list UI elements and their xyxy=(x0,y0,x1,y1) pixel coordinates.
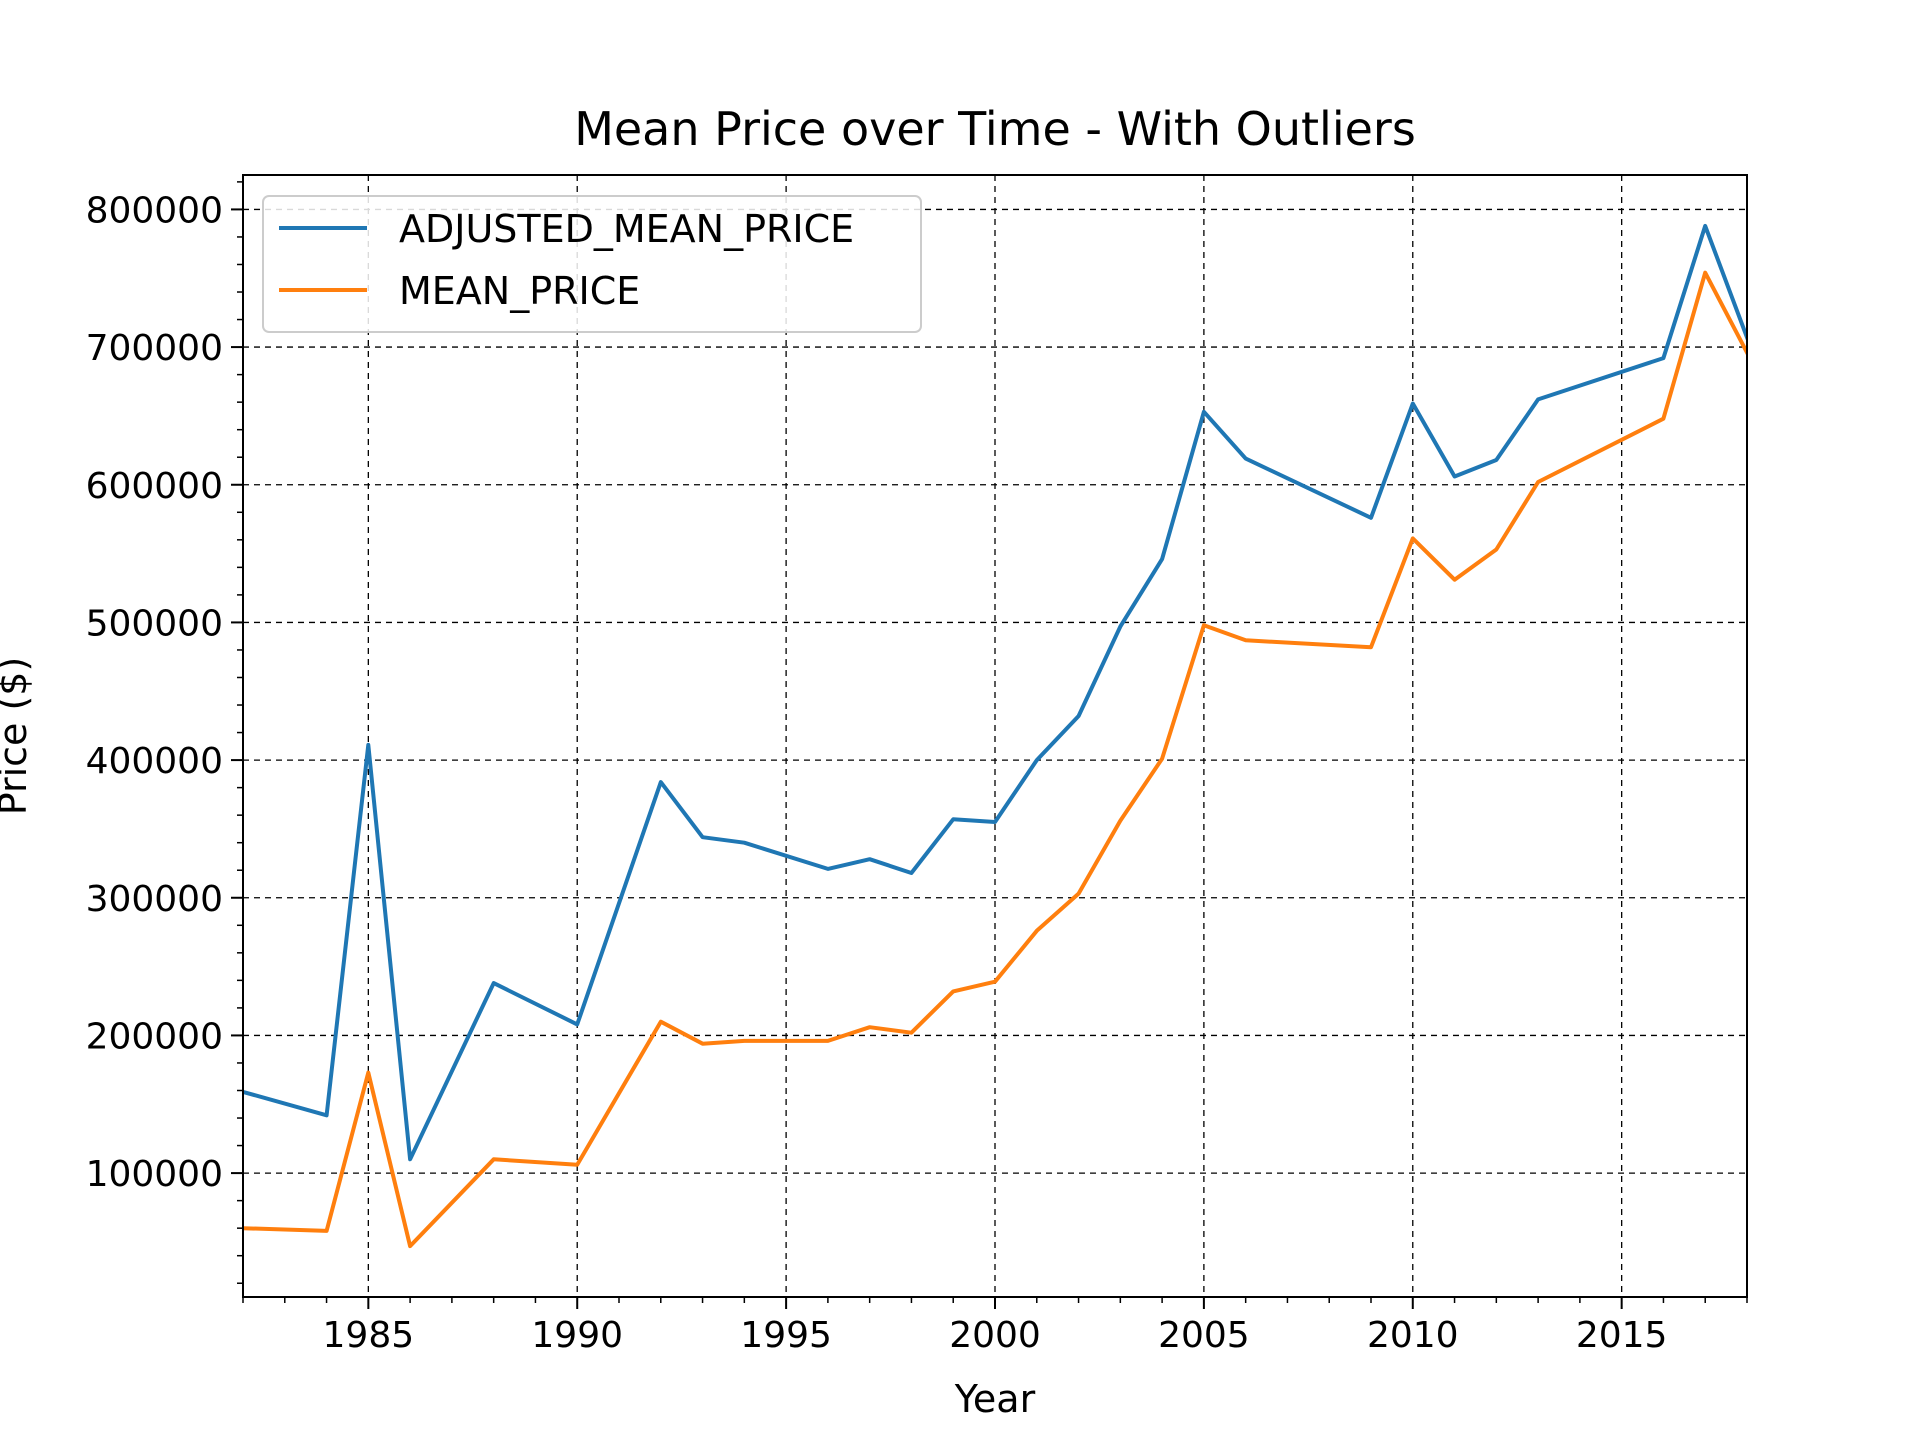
y-tick-label: 300000 xyxy=(86,879,223,920)
series-line-mean-price xyxy=(243,270,1747,1249)
legend: ADJUSTED_MEAN_PRICE MEAN_PRICE xyxy=(262,195,922,333)
x-tick-label: 1985 xyxy=(323,1315,415,1356)
x-tick-label: 2005 xyxy=(1158,1315,1250,1356)
legend-label: MEAN_PRICE xyxy=(399,269,640,313)
x-tick-label: 2015 xyxy=(1576,1315,1668,1356)
grid xyxy=(243,175,1747,1297)
y-tick-label: 100000 xyxy=(86,1154,223,1195)
legend-label: ADJUSTED_MEAN_PRICE xyxy=(399,207,854,251)
x-axis-label: Year xyxy=(954,1377,1036,1421)
series-lines xyxy=(243,223,1747,1249)
x-tick-label: 1995 xyxy=(740,1315,832,1356)
y-tick-label: 400000 xyxy=(86,741,223,782)
y-tick-label: 200000 xyxy=(86,1016,223,1057)
y-tick-label: 700000 xyxy=(86,328,223,369)
axis-ticks: 1985 1990 1995 2000 2005 2010 2015 100000 200000… xyxy=(86,181,1748,1356)
x-tick-label: 1990 xyxy=(531,1315,623,1356)
y-tick-label: 500000 xyxy=(86,603,223,644)
legend-box xyxy=(262,195,922,333)
chart-title: Mean Price over Time - With Outliers xyxy=(574,102,1416,156)
y-axis-label: Price ($) xyxy=(0,657,35,816)
y-tick-label: 800000 xyxy=(86,190,223,231)
y-tick-label: 600000 xyxy=(86,466,223,507)
x-tick-label: 2010 xyxy=(1367,1315,1459,1356)
series-line-adjusted-mean-price xyxy=(243,223,1747,1162)
x-tick-label: 2000 xyxy=(949,1315,1041,1356)
